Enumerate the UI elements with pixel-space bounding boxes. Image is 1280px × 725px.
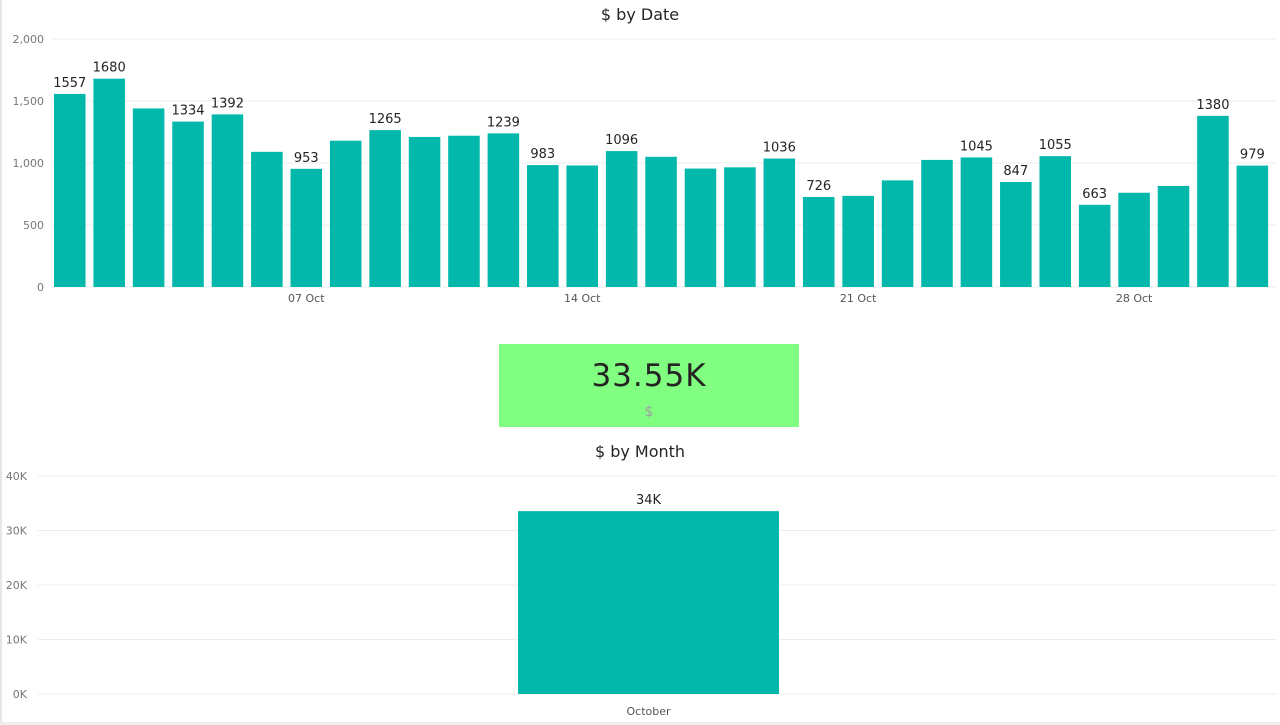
data-label: 979 xyxy=(1240,148,1265,163)
bar[interactable] xyxy=(54,93,86,287)
y-tick-label: 500 xyxy=(23,219,44,232)
bar[interactable] xyxy=(172,121,204,287)
bar[interactable] xyxy=(724,167,756,287)
y-tick-label: 0K xyxy=(13,688,28,701)
bar[interactable] xyxy=(329,140,362,287)
bar[interactable] xyxy=(566,165,598,287)
bar[interactable] xyxy=(369,130,401,287)
kpi-value: 33.55K xyxy=(591,358,707,394)
data-label: 983 xyxy=(530,147,555,162)
monthly-chart-title: $ by Month xyxy=(594,442,686,461)
x-tick-label: 28 Oct xyxy=(1116,292,1153,305)
data-label: 1045 xyxy=(960,139,993,154)
bar[interactable] xyxy=(1236,165,1269,287)
bar[interactable] xyxy=(448,135,480,287)
bar[interactable] xyxy=(251,151,283,287)
y-tick-label: 30K xyxy=(6,525,28,538)
data-label: 1239 xyxy=(487,115,520,130)
daily-chart-title: $ by Date xyxy=(600,5,680,24)
bar[interactable] xyxy=(960,157,993,287)
bar[interactable] xyxy=(93,78,125,288)
bar[interactable] xyxy=(527,165,559,287)
bar[interactable] xyxy=(1197,115,1229,287)
data-label: 1557 xyxy=(53,76,86,91)
bar[interactable] xyxy=(684,168,717,287)
y-tick-label: 0 xyxy=(37,281,44,294)
bar[interactable] xyxy=(1157,185,1190,287)
data-label: 34K xyxy=(636,493,662,508)
y-tick-label: 10K xyxy=(6,634,28,647)
bar[interactable] xyxy=(518,511,779,694)
data-label: 953 xyxy=(294,151,319,166)
data-label: 1392 xyxy=(211,96,244,111)
kpi-card[interactable]: 33.55K $ xyxy=(499,344,799,427)
bar[interactable] xyxy=(487,133,520,287)
data-label: 1380 xyxy=(1196,98,1229,113)
data-label: 1096 xyxy=(605,133,638,148)
data-label: 726 xyxy=(806,179,831,194)
x-tick-label: 21 Oct xyxy=(840,292,877,305)
bar[interactable] xyxy=(605,151,638,287)
bar[interactable] xyxy=(802,196,835,287)
daily-bar-chart: 0 500 1,000 1,500 2,000 1557 1680 1334 1392 953 12… xyxy=(13,33,1276,305)
page-left-border xyxy=(0,0,2,725)
data-label: 1036 xyxy=(763,141,796,156)
data-label: 1055 xyxy=(1039,138,1072,153)
data-label: 1334 xyxy=(171,104,204,119)
bar[interactable] xyxy=(921,159,953,287)
kpi-label: $ xyxy=(644,404,654,420)
x-tick-label: 14 Oct xyxy=(564,292,601,305)
x-tick-label: 07 Oct xyxy=(288,292,325,305)
bar[interactable] xyxy=(842,195,874,287)
data-label: 1265 xyxy=(369,112,402,127)
bar[interactable] xyxy=(408,136,441,287)
bar[interactable] xyxy=(1078,204,1111,287)
y-tick-label: 40K xyxy=(6,470,28,483)
bar[interactable] xyxy=(763,158,796,287)
y-tick-label: 2,000 xyxy=(13,33,45,46)
bar[interactable] xyxy=(1000,181,1032,287)
bar[interactable] xyxy=(290,168,323,287)
bar[interactable] xyxy=(211,114,244,287)
y-tick-label: 1,000 xyxy=(13,157,45,170)
data-label: 663 xyxy=(1082,187,1107,202)
y-tick-label: 1,500 xyxy=(13,95,45,108)
bar[interactable] xyxy=(645,156,677,287)
page-bottom-border xyxy=(0,722,1280,725)
data-label: 1680 xyxy=(93,61,126,76)
bar[interactable] xyxy=(1118,192,1150,287)
bar[interactable] xyxy=(881,180,914,287)
data-label: 847 xyxy=(1003,164,1028,179)
bar[interactable] xyxy=(132,108,165,287)
x-tick-label: October xyxy=(626,705,670,718)
y-tick-label: 20K xyxy=(6,579,28,592)
bar[interactable] xyxy=(1039,156,1072,287)
